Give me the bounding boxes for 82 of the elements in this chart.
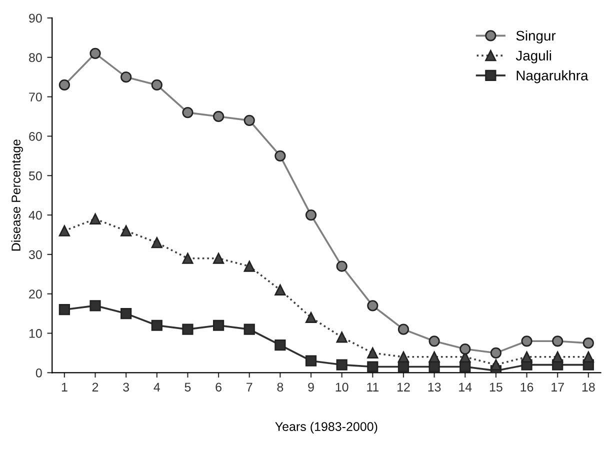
- point: [305, 355, 317, 366]
- x-tick-label: 4: [154, 382, 160, 392]
- x-tick-label: 16: [520, 382, 534, 392]
- y-tick-label: 30: [28, 250, 42, 260]
- point: [336, 332, 348, 343]
- point: [244, 260, 255, 272]
- point: [90, 48, 101, 59]
- x-tick-label: 6: [216, 382, 222, 392]
- point: [367, 361, 378, 372]
- x-tick-label: 14: [459, 382, 472, 392]
- point: [367, 300, 378, 312]
- x-tick-label: 5: [184, 382, 191, 392]
- point: [521, 336, 532, 347]
- point: [182, 252, 194, 264]
- point: [582, 351, 594, 362]
- point: [428, 361, 440, 372]
- x-tick-label: 10: [336, 382, 348, 392]
- point: [58, 79, 70, 91]
- point: [212, 252, 224, 264]
- point: [90, 300, 101, 312]
- point: [120, 308, 132, 320]
- x-tick-label: 9: [308, 382, 314, 392]
- point: [552, 351, 564, 362]
- point: [58, 225, 70, 236]
- point: [244, 324, 255, 335]
- point: [212, 110, 224, 122]
- point: [305, 209, 317, 221]
- point: [398, 351, 410, 362]
- legend-label: Singur: [516, 30, 556, 44]
- point: [460, 361, 471, 372]
- x-tick-label: 3: [123, 382, 130, 392]
- x-tick-label: 18: [582, 382, 595, 392]
- point: [274, 340, 286, 351]
- y-tick-label: 10: [29, 329, 42, 338]
- point: [274, 150, 286, 162]
- point: [336, 260, 348, 272]
- x-axis-title: Years (1983-2000): [275, 422, 378, 434]
- point: [58, 304, 70, 316]
- y-tick-label: 50: [28, 171, 42, 180]
- x-tick-label: 1: [62, 382, 68, 392]
- legend-label: Jaguli: [516, 50, 552, 64]
- x-tick-label: 8: [277, 382, 284, 392]
- point: [428, 336, 440, 347]
- point: [120, 225, 132, 236]
- point: [151, 79, 162, 91]
- point: [151, 320, 162, 331]
- point: [305, 312, 317, 324]
- point: [582, 338, 594, 349]
- y-tick-label: 90: [29, 14, 42, 23]
- point: [336, 359, 348, 370]
- point: [460, 343, 471, 355]
- y-tick-label: 70: [29, 92, 42, 102]
- point: [398, 361, 410, 372]
- x-tick-label: 13: [428, 382, 441, 392]
- y-axis-title: Disease Percentage: [11, 140, 23, 251]
- y-tick-label: 0: [36, 368, 42, 378]
- point: [274, 284, 286, 296]
- point: [398, 324, 410, 335]
- point: [151, 237, 162, 248]
- y-tick-label: 60: [29, 132, 42, 141]
- y-tick-label: 40: [28, 210, 42, 220]
- x-tick-label: 12: [397, 382, 410, 392]
- x-tick-label: 2: [92, 382, 98, 392]
- legend-label: Nagarukhra: [516, 70, 588, 84]
- x-tick-label: 11: [367, 382, 379, 392]
- x-tick-label: 7: [246, 382, 252, 392]
- point: [552, 336, 564, 347]
- point: [182, 324, 194, 335]
- point: [367, 347, 378, 359]
- point: [120, 72, 132, 83]
- point: [521, 351, 532, 362]
- point: [490, 347, 502, 359]
- y-tick-label: 20: [29, 290, 42, 298]
- point: [244, 114, 255, 126]
- x-tick-label: 17: [552, 382, 564, 392]
- x-tick-label: 15: [490, 382, 502, 392]
- point: [182, 106, 194, 118]
- point: [428, 351, 440, 362]
- point: [490, 359, 502, 370]
- point: [90, 213, 101, 225]
- y-tick-label: 80: [29, 53, 42, 62]
- point: [212, 320, 224, 331]
